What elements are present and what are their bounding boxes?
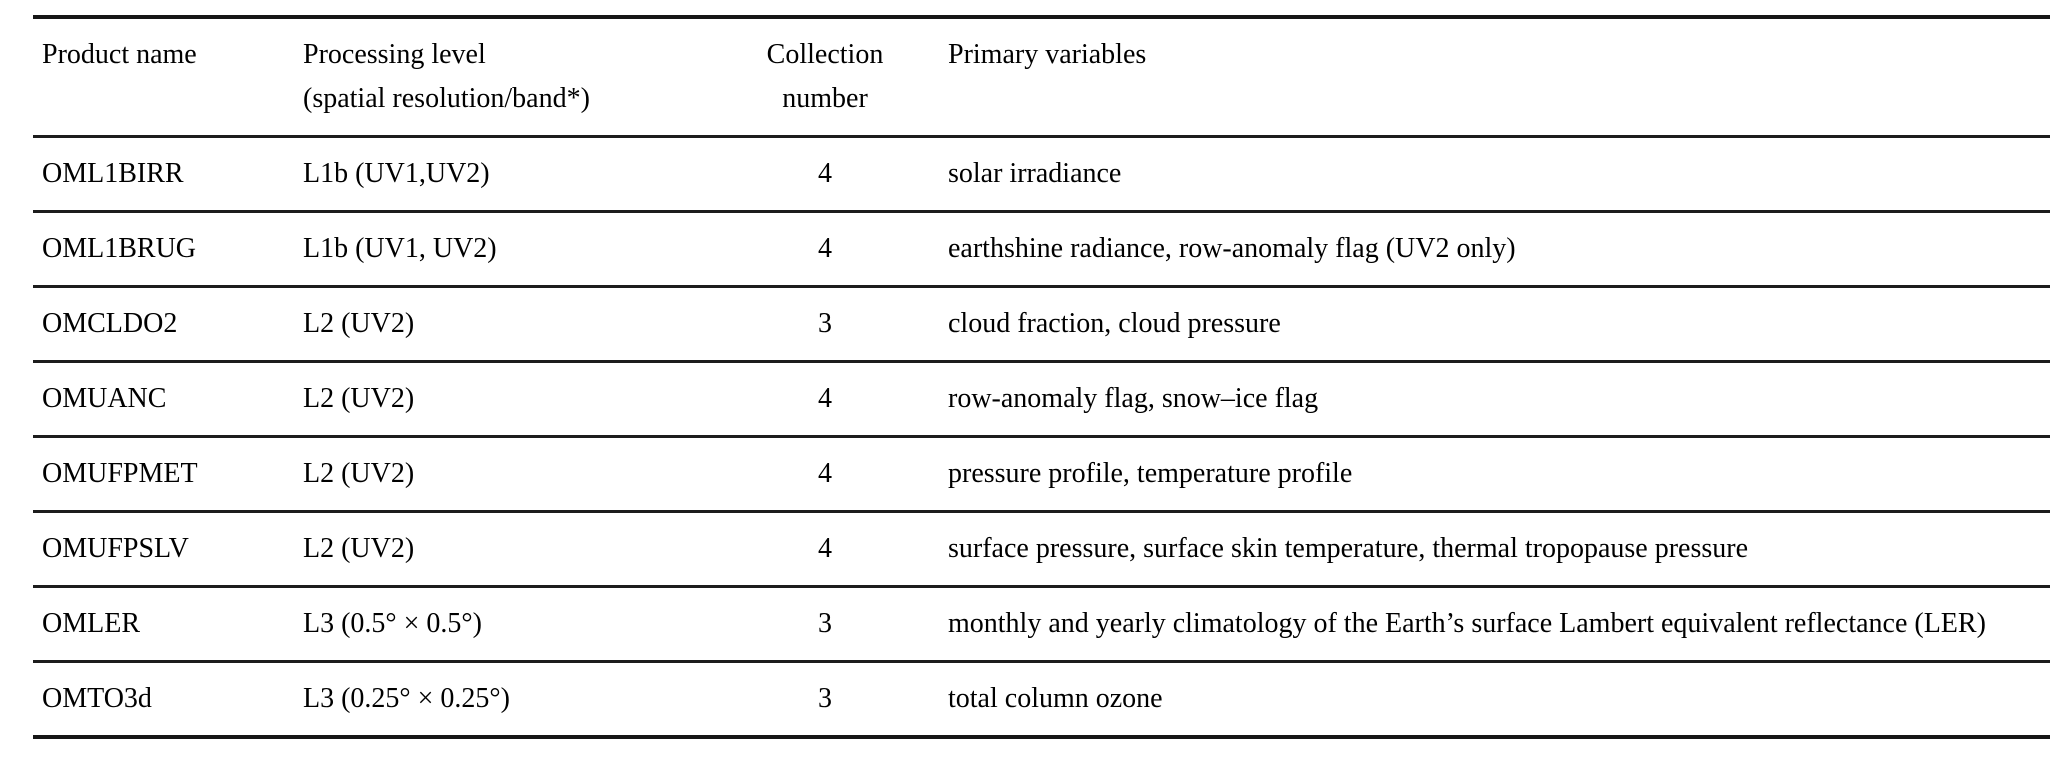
product-name-cell: OML1BRUG xyxy=(42,233,197,264)
product-name-cell: OML1BIRR xyxy=(42,158,184,189)
primary-variables-cell: monthly and yearly climatology of the Ea… xyxy=(948,608,1986,639)
primary-variables-cell: earthshine radiance, row-anomaly flag (U… xyxy=(948,233,1516,264)
primary-variables-cell: cloud fraction, cloud pressure xyxy=(948,308,1281,339)
column-header-label: Product name xyxy=(42,39,197,70)
collection-number-cell: 4 xyxy=(818,458,832,489)
table-row: OMLER L3 (0.5° × 0.5°) 3 monthly and yea… xyxy=(33,587,2050,662)
primary-variables-cell: total column ozone xyxy=(948,683,1163,714)
table-row: OMUFPSLV L2 (UV2) 4 surface pressure, su… xyxy=(33,512,2050,587)
product-name-cell: OMUFPMET xyxy=(42,458,198,489)
processing-level-cell: L1b (UV1,UV2) xyxy=(303,158,490,189)
omi-products-table: Product name Processing level (spatial r… xyxy=(33,15,2050,739)
collection-number-cell: 3 xyxy=(818,308,832,339)
column-header-sublabel: (spatial resolution/band*) xyxy=(303,83,590,114)
table-row: OMUANC L2 (UV2) 4 row-anomaly flag, snow… xyxy=(33,362,2050,437)
column-header-label: Collection xyxy=(766,39,884,70)
processing-level-cell: L2 (UV2) xyxy=(303,308,415,339)
collection-number-cell: 4 xyxy=(818,533,832,564)
processing-level-cell: L1b (UV1, UV2) xyxy=(303,233,497,264)
product-name-cell: OMLER xyxy=(42,608,140,639)
column-header-label: Primary variables xyxy=(948,39,1147,70)
processing-level-cell: L3 (0.25° × 0.25°) xyxy=(303,683,510,714)
collection-number-cell: 4 xyxy=(818,383,832,414)
column-header-label: Processing level xyxy=(303,39,486,70)
table-row: OML1BRUG L1b (UV1, UV2) 4 earthshine rad… xyxy=(33,212,2050,287)
primary-variables-cell: row-anomaly flag, snow–ice flag xyxy=(948,383,1319,414)
collection-number-cell: 3 xyxy=(818,608,832,639)
primary-variables-cell: pressure profile, temperature profile xyxy=(948,458,1353,489)
processing-level-cell: L2 (UV2) xyxy=(303,533,415,564)
table-row: OMUFPMET L2 (UV2) 4 pressure profile, te… xyxy=(33,437,2050,512)
processing-level-cell: L2 (UV2) xyxy=(303,458,415,489)
column-header-collection-number: Collection number xyxy=(740,17,910,137)
collection-number-cell: 4 xyxy=(818,233,832,264)
product-name-cell: OMCLDO2 xyxy=(42,308,178,339)
collection-number-cell: 4 xyxy=(818,158,832,189)
processing-level-cell: L2 (UV2) xyxy=(303,383,415,414)
product-name-cell: OMUFPSLV xyxy=(42,533,189,564)
product-name-cell: OMTO3d xyxy=(42,683,152,714)
processing-level-cell: L3 (0.5° × 0.5°) xyxy=(303,608,482,639)
table-row: OMTO3d L3 (0.25° × 0.25°) 3 total column… xyxy=(33,662,2050,738)
header-row: Product name Processing level (spatial r… xyxy=(33,17,2050,137)
primary-variables-cell: surface pressure, surface skin temperatu… xyxy=(948,533,1748,564)
column-header-product-name: Product name xyxy=(33,17,303,137)
column-header-processing-level: Processing level (spatial resolution/ban… xyxy=(303,17,740,137)
column-header-primary-variables: Primary variables xyxy=(910,17,2050,137)
product-name-cell: OMUANC xyxy=(42,383,167,414)
products-table-container: Product name Processing level (spatial r… xyxy=(33,15,2050,739)
primary-variables-cell: solar irradiance xyxy=(948,158,1122,189)
table-row: OMCLDO2 L2 (UV2) 3 cloud fraction, cloud… xyxy=(33,287,2050,362)
collection-number-cell: 3 xyxy=(818,683,832,714)
table-row: OML1BIRR L1b (UV1,UV2) 4 solar irradianc… xyxy=(33,137,2050,212)
column-header-sublabel: number xyxy=(782,83,868,114)
